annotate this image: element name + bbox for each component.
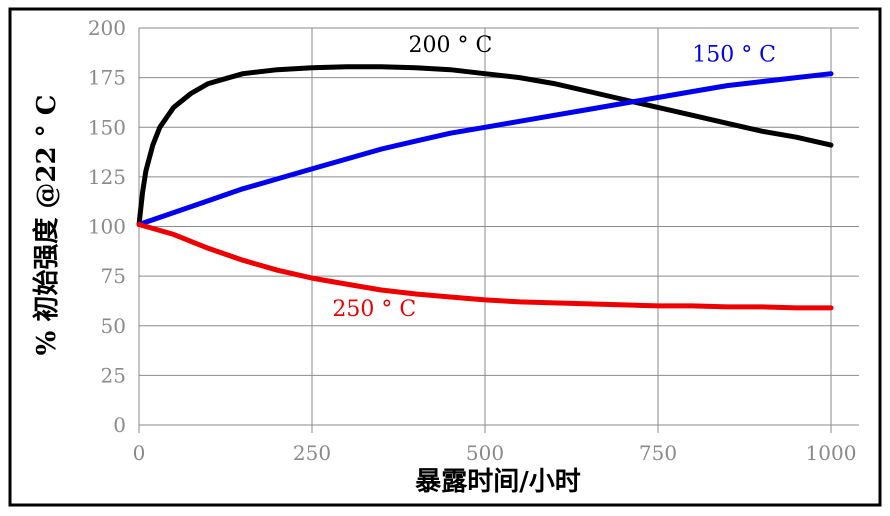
chart-border xyxy=(8,7,882,507)
y-axis-title: % 初始强度 @22 ° C xyxy=(31,95,62,356)
y-tick-label: 200 xyxy=(88,16,126,40)
y-tick-labels: 0 25 50 75 100 125 150 175 200 xyxy=(88,16,126,437)
series-lines xyxy=(136,64,834,311)
x-tick-label: 1000 xyxy=(806,441,857,465)
x-tick-label: 250 xyxy=(293,441,331,465)
series-line-2 xyxy=(136,222,834,311)
y-tick-label: 100 xyxy=(88,215,126,239)
y-tick-label: 0 xyxy=(113,413,126,437)
y-tick-label: 50 xyxy=(101,314,126,338)
y-tick-label: 150 xyxy=(88,115,126,139)
x-tick-label: 0 xyxy=(133,441,146,465)
y-tick-label: 175 xyxy=(88,66,126,90)
series-labels: 200 ° C 150 ° C 250 ° C xyxy=(332,33,776,322)
series-label-2: 250 ° C xyxy=(332,297,416,322)
x-tick-labels: 0 250 500 750 1000 xyxy=(133,441,857,465)
series-line-0 xyxy=(136,64,834,227)
y-tick-label: 25 xyxy=(101,363,126,387)
x-tick-label: 500 xyxy=(466,441,504,465)
series-label-0: 200 ° C xyxy=(408,33,492,58)
x-axis-title: 暴露时间/小时 xyxy=(415,467,581,497)
y-tick-label: 125 xyxy=(88,165,126,189)
series-label-1: 150 ° C xyxy=(692,43,776,68)
series-line-1 xyxy=(136,71,834,227)
y-tick-label: 75 xyxy=(101,264,126,288)
x-tick-label: 750 xyxy=(639,441,677,465)
